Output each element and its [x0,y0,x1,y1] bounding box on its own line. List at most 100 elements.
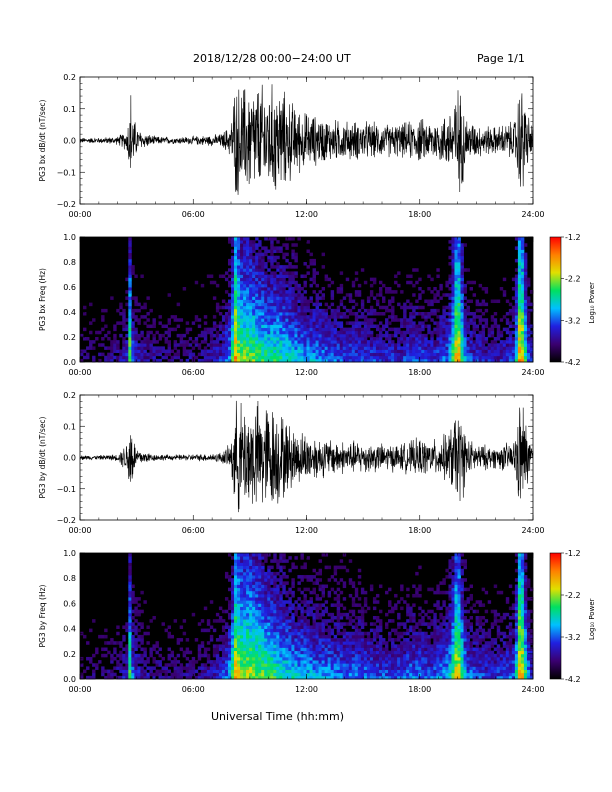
spectrogram-cell [261,308,265,313]
spectrogram-cell [523,349,528,354]
spectrogram-cell [258,571,262,576]
spectrogram-cell [86,675,90,680]
spectrogram-cell [264,315,268,319]
spectrogram-cell [261,287,265,291]
spectrogram-cell [179,663,184,667]
spectrogram-cell [252,597,256,601]
spectrogram-cell [131,669,135,674]
spectrogram-cell [288,277,292,282]
spectrogram-cell [463,287,467,291]
spectrogram-cell [336,308,341,313]
spectrogram-cell [306,609,310,614]
spectrogram-cell [143,675,147,680]
spectrogram-cell [113,340,117,344]
spectrogram-cell [303,666,307,670]
spectrogram-cell [95,337,99,341]
spectrogram-cell [445,321,449,325]
spectrogram-cell [288,318,292,322]
spectrogram-cell [291,612,295,617]
spectrogram-cell [237,268,241,272]
spectrogram-cell [212,324,217,329]
spectrogram-cell [375,340,380,344]
spectrogram-cell [240,308,244,313]
spectrogram-cell [336,609,341,614]
spectrogram-cell [291,666,295,670]
spectrogram-cell [197,346,202,350]
spectrogram-cell [255,283,259,288]
spectrogram-cell [255,672,259,677]
spectrogram-cell [267,628,271,633]
spectrogram-cell [282,571,286,576]
spectrogram-cell [526,327,531,332]
spectrogram-cell [264,650,268,655]
spectrogram-cell [445,293,449,297]
spectrogram-cell [206,622,211,626]
spectrogram-cell [261,581,265,585]
spectrogram-cell [406,355,410,360]
spectrogram-cell [369,358,374,363]
spectrogram-cell [224,340,229,344]
spectrogram-cell [270,333,274,338]
spectrogram-cell [270,327,274,332]
spectrogram-cell [258,283,262,288]
spectrogram-cell [107,337,111,341]
spectrogram-cell [179,625,184,629]
spectrogram-cell [291,271,295,275]
spectrogram-cell [240,321,244,325]
spectrogram-cell [270,255,274,260]
spectrogram-cell [255,252,259,257]
spectrogram-cell [291,638,295,642]
spectrogram-cell [218,669,223,674]
spectrogram-cell [466,358,470,363]
spectrogram-cell [523,280,528,285]
spectrogram-cell [309,312,313,316]
spectrogram-cell [249,650,253,655]
spectrogram-cell [227,240,232,244]
spectrogram-cell [128,321,132,325]
spectrogram-cell [83,634,87,639]
spectrogram-cell [388,302,392,307]
spectrogram-cell [137,666,141,670]
spectrogram-cell [427,343,431,347]
spectrogram-cell [261,638,265,642]
spectrogram-cell [227,663,232,667]
spectrogram-cell [246,324,250,329]
spectrogram-cell [294,327,298,332]
spectrogram-cell [366,324,371,329]
spectrogram-cell [496,324,501,329]
spectrogram-cell [324,318,329,322]
spectrogram-cell [421,337,425,341]
spectrogram-cell [209,675,214,680]
spectrogram-cell [258,255,262,260]
spectrogram-cell [442,346,446,350]
y-tick-label: 0.0 [63,358,76,367]
spectrogram-cell [514,324,519,329]
spectrogram-cell [128,631,132,636]
spectrogram-cell [303,262,307,266]
spectrogram-cell [152,333,156,338]
spectrogram-cell [227,653,232,658]
spectrogram-cell [520,246,525,250]
spectrogram-cell [505,327,510,332]
spectrogram-cell [173,352,178,357]
spectrogram-cell [520,346,525,350]
spectrogram-cell [267,333,271,338]
spectrogram-cell [448,280,452,285]
spectrogram-cell [273,324,277,329]
spectrogram-cell [167,330,171,335]
spectrogram-cell [267,647,271,652]
spectrogram-cell [240,666,244,670]
spectrogram-cell [300,616,304,620]
spectrogram-cell [300,619,304,623]
spectrogram-cell [119,641,123,645]
spectrogram-cell [345,330,350,335]
spectrogram-cell [237,562,241,566]
spectrogram-cell [481,352,486,357]
spectrogram-cell [264,606,268,611]
spectrogram-cell [237,647,241,652]
spectrogram-cell [182,672,187,677]
spectrogram-cell [315,308,319,313]
spectrogram-cell [460,255,464,260]
spectrogram-cell [312,333,316,338]
spectrogram-cell [451,252,455,257]
